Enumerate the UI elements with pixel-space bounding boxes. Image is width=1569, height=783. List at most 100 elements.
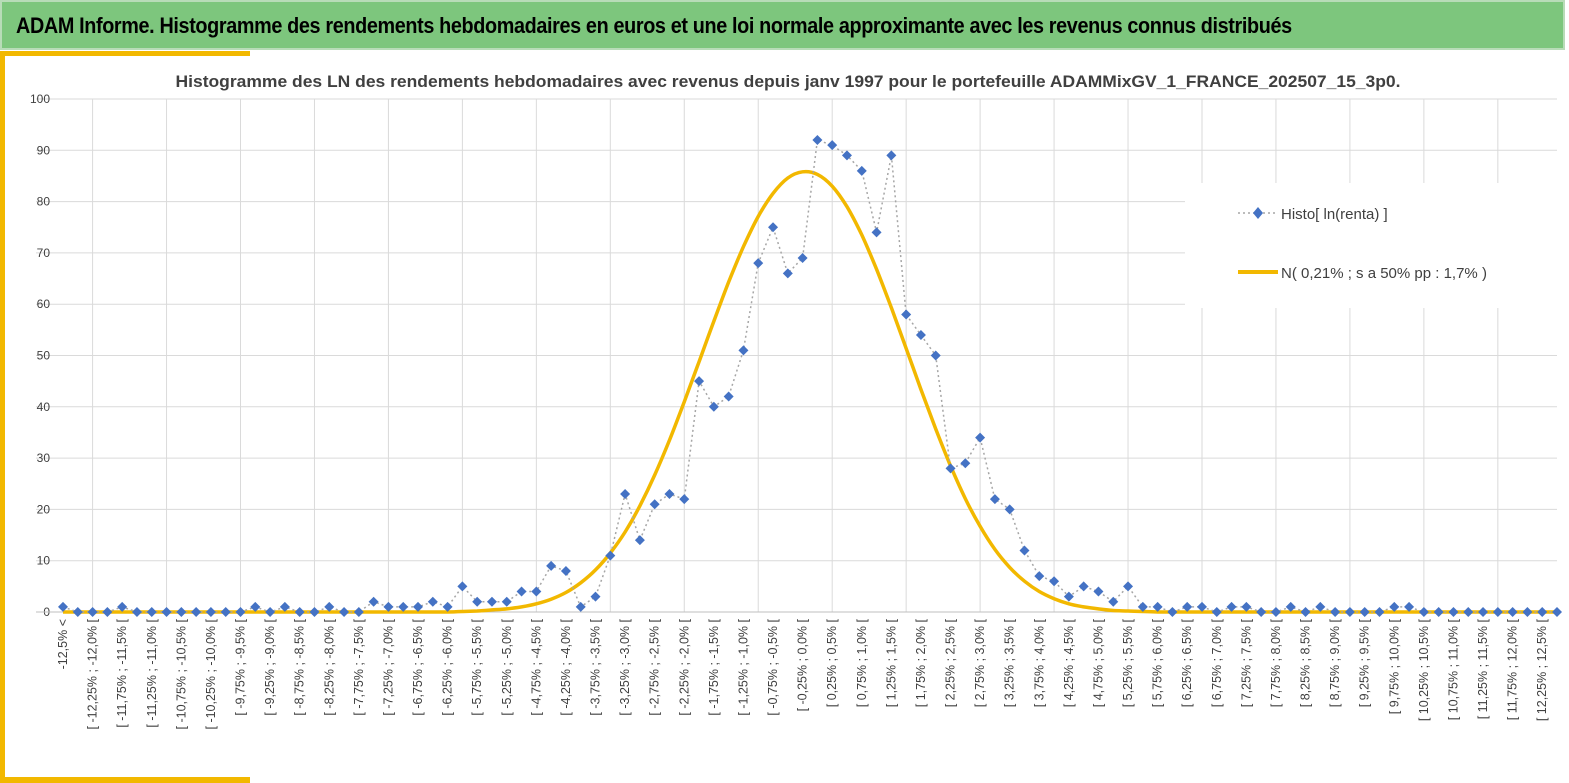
- histo-point: [915, 329, 926, 340]
- histo-point: [679, 494, 690, 505]
- y-tick-label: 10: [37, 554, 51, 568]
- histo-point: [960, 458, 971, 469]
- x-tick-label: [ 11,25% ; 11,5% [: [1476, 618, 1490, 719]
- histo-point: [1285, 601, 1296, 612]
- x-tick-label: [ 0,75% ; 1,0% [: [855, 618, 869, 707]
- x-tick-label: [ 9,25% ; 9,5% [: [1358, 618, 1372, 707]
- histo-point: [975, 432, 986, 443]
- x-tick-label: [ 4,25% ; 4,5% [: [1062, 618, 1076, 707]
- histo-point: [279, 601, 290, 612]
- histo-point: [486, 596, 497, 607]
- x-tick-label: [ 10,75% ; 11,0% [: [1446, 618, 1460, 720]
- x-tick-label: [ 12,25% ; 12,5% [: [1535, 618, 1549, 721]
- chart-title: Histogramme des LN des rendements hebdom…: [176, 72, 1401, 91]
- accent-bar-bottom: [0, 777, 250, 783]
- histo-point: [220, 607, 231, 617]
- histo-point: [1463, 607, 1474, 617]
- x-tick-label: [ 1,25% ; 1,5% [: [884, 618, 898, 707]
- x-tick-label: [ -0,25% ; 0,0% [: [796, 618, 810, 711]
- histo-point: [383, 601, 394, 612]
- y-tick-label: 30: [37, 451, 51, 465]
- histo-point: [413, 601, 424, 612]
- histo-point: [782, 268, 793, 279]
- histo-point: [1196, 601, 1207, 612]
- y-tick-label: 50: [37, 349, 51, 363]
- x-tick-label: [ 11,75% ; 12,0% [: [1506, 618, 1520, 720]
- histo-point: [146, 607, 157, 617]
- histo-point: [1004, 504, 1015, 515]
- x-tick-label: [ -10,25% ; -10,0% [: [204, 618, 218, 729]
- histo-point: [1478, 607, 1489, 617]
- y-tick-label: 100: [30, 92, 50, 106]
- histo-point: [1374, 607, 1385, 617]
- x-tick-label: [ 9,75% ; 10,0% [: [1387, 618, 1401, 714]
- histo-point: [1537, 607, 1548, 617]
- histo-point: [546, 560, 557, 571]
- x-tick-label: [ 2,25% ; 2,5% [: [944, 618, 958, 707]
- x-tick-label: [ -6,75% ; -6,5% [: [411, 618, 425, 715]
- histo-point: [871, 227, 882, 238]
- histo-point: [797, 253, 808, 264]
- histo-point: [427, 596, 438, 607]
- histo-point: [1522, 607, 1533, 617]
- x-tick-label: -12,5% <: [56, 619, 70, 669]
- histo-point: [1182, 601, 1193, 612]
- histo-point: [708, 401, 719, 412]
- x-tick-label: [ -1,25% ; -1,0% [: [736, 618, 750, 715]
- x-tick-label: [ -9,25% ; -9,0% [: [263, 618, 277, 715]
- x-tick-label: [ -2,25% ; -2,0% [: [677, 618, 691, 715]
- histo-point: [309, 607, 320, 617]
- x-tick-label: [ -2,75% ; -2,5% [: [648, 618, 662, 715]
- histo-point: [1226, 601, 1237, 612]
- histo-point: [1211, 607, 1222, 617]
- x-tick-label: [ -11,25% ; -11,0% [: [145, 618, 159, 727]
- histo-point: [812, 135, 823, 146]
- histo-point: [131, 607, 142, 617]
- histo-point: [856, 165, 867, 176]
- histo-point: [1389, 601, 1400, 612]
- x-tick-label: [ 6,25% ; 6,5% [: [1180, 618, 1194, 707]
- x-tick-label: [ -9,75% ; -9,5% [: [234, 618, 248, 715]
- legend-label-normal: N( 0,21% ; s a 50% pp : 1,7% ): [1281, 265, 1487, 282]
- histo-point: [649, 499, 660, 510]
- histo-point: [575, 601, 586, 612]
- histo-point: [1241, 601, 1252, 612]
- histo-point: [205, 607, 216, 617]
- histo-point: [634, 535, 645, 546]
- x-tick-label: [ 6,75% ; 7,0% [: [1210, 618, 1224, 707]
- histo-point: [1418, 607, 1429, 617]
- histo-point: [1330, 607, 1341, 617]
- histo-point: [472, 596, 483, 607]
- x-tick-label: [ 2,75% ; 3,0% [: [973, 618, 987, 707]
- histo-point: [1256, 607, 1267, 617]
- histo-point: [161, 607, 172, 617]
- histo-point: [1315, 601, 1326, 612]
- histo-point: [1492, 607, 1503, 617]
- accent-bar-top: [0, 51, 250, 56]
- histo-point: [294, 607, 305, 617]
- histo-point: [768, 222, 779, 233]
- histo-point: [901, 309, 912, 320]
- x-tick-label: [ 8,75% ; 9,0% [: [1328, 618, 1342, 707]
- histo-point: [1152, 601, 1163, 612]
- y-tick-label: 20: [37, 502, 51, 516]
- page-title: ADAM Informe. Histogramme des rendements…: [16, 13, 1292, 38]
- histo-point: [723, 391, 734, 402]
- histo-point: [1270, 607, 1281, 617]
- x-tick-label: [ -11,75% ; -11,5% [: [115, 618, 129, 727]
- histo-point: [339, 607, 350, 617]
- histo-point: [1078, 581, 1089, 592]
- histo-point: [368, 596, 379, 607]
- x-axis: -12,5% < [ -12,25% ; -12,0% [ [ -11,75% ; …: [36, 611, 1557, 729]
- x-tick-label: [ -3,75% ; -3,5% [: [589, 618, 603, 715]
- legend-label-histo: Histo[ ln(renta) ]: [1281, 206, 1388, 223]
- x-tick-label: [ -1,75% ; -1,5% [: [707, 618, 721, 715]
- x-tick-label: [ -0,75% ; -0,5% [: [766, 618, 780, 715]
- histo-point: [324, 601, 335, 612]
- histo-point: [501, 596, 512, 607]
- histo-point: [945, 463, 956, 474]
- histo-point: [191, 607, 202, 617]
- x-tick-label: [ -12,25% ; -12,0% [: [86, 618, 100, 729]
- histo-point: [738, 345, 749, 356]
- histo-point: [886, 150, 897, 161]
